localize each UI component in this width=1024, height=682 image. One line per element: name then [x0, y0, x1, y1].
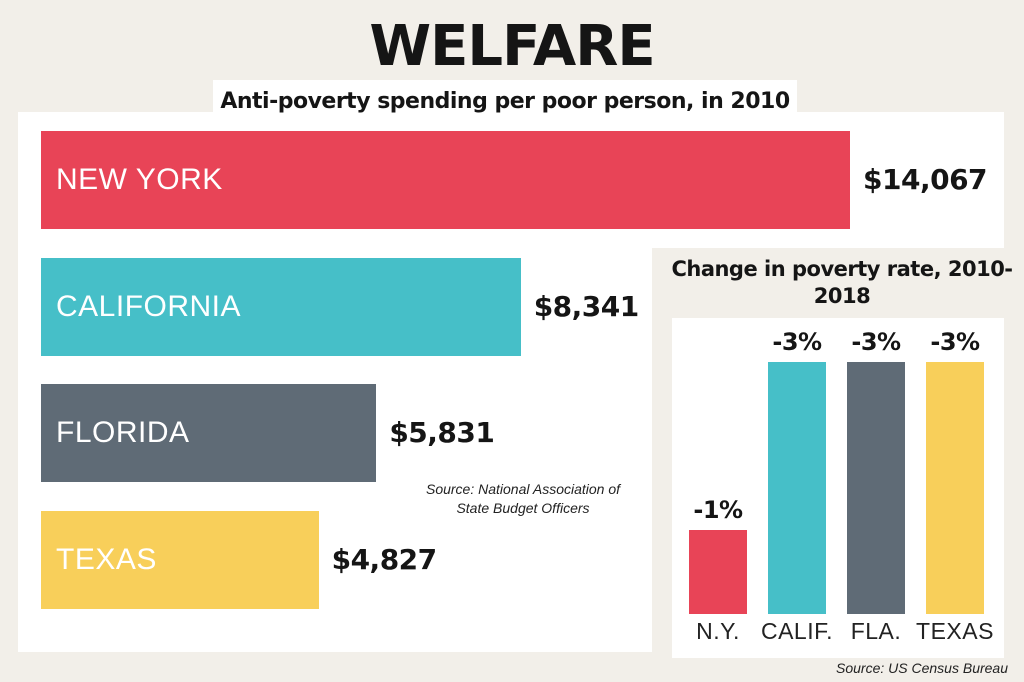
poverty-bar [689, 530, 747, 614]
spending-bar-label: FLORIDA [56, 416, 190, 449]
spending-bar [41, 384, 377, 482]
spending-bar [41, 510, 319, 609]
poverty-bar [768, 362, 826, 614]
spending-chart-title: Anti-poverty spending per poor person, i… [213, 80, 797, 124]
spending-bar-value: $4,827 [331, 542, 438, 576]
poverty-source: Source: US Census Bureau [836, 660, 1008, 676]
poverty-bar-value: -3% [851, 328, 901, 356]
poverty-bar-category: FLA. [850, 618, 902, 644]
poverty-bar [926, 362, 984, 614]
spending-bar-value: $5,831 [389, 416, 495, 449]
poverty-bar-value: -3% [772, 328, 822, 356]
spending-bar-value: $8,341 [533, 289, 640, 323]
page-title: WELFARE [369, 14, 655, 79]
poverty-bar-category: N.Y. [696, 618, 740, 644]
spending-bar-label: CALIFORNIA [56, 289, 242, 323]
spending-bar [41, 257, 521, 356]
poverty-bar-value: -1% [693, 496, 743, 524]
spending-bar-label: NEW YORK [56, 163, 223, 196]
spending-bar-value: $14,067 [863, 163, 988, 196]
poverty-bar-category: CALIF. [760, 618, 834, 644]
spending-source: Source: National Association of State Bu… [425, 481, 621, 516]
spending-bar [41, 131, 850, 229]
poverty-chart-title: Change in poverty rate, 2010-2018 [671, 257, 1013, 308]
spending-bar-label: TEXAS [56, 542, 157, 576]
poverty-bar-category: TEXAS [916, 618, 994, 644]
poverty-bar [847, 362, 905, 614]
poverty-bar-value: -3% [930, 328, 980, 356]
